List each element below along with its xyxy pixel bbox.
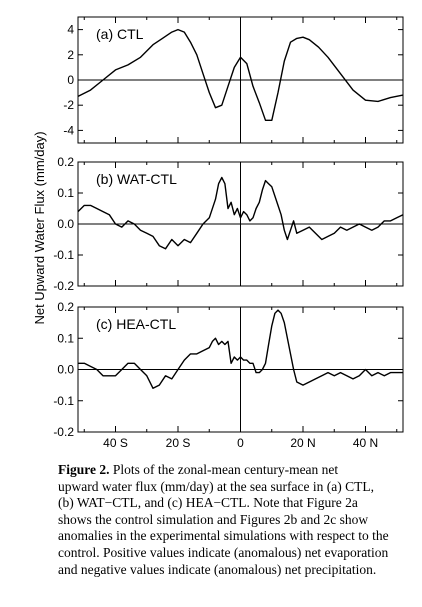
caption-line-3: (b) WAT−CTL, and (c) HEA−CTL. Note that …	[58, 495, 358, 511]
caption-line-1: Plots of the zonal-mean century-mean net	[112, 462, 339, 477]
caption-line-6: control. Positive values indicate (anoma…	[58, 544, 389, 560]
panel-a-ctl: -4 -2 0 2 4 (a) CTL	[63, 16, 404, 144]
y-tick-label: -0.2	[53, 425, 74, 439]
x-tick-label: 40 S	[103, 436, 128, 450]
y-axis-label: Net Upward Water Flux (mm/day)	[32, 131, 47, 324]
y-tick-label: -2	[63, 98, 74, 112]
x-axis-tick-labels: 40 S 20 S 0 20 N 40 N	[103, 436, 378, 450]
flux-series-line	[77, 28, 404, 122]
y-tick-label: 0	[67, 73, 74, 87]
y-tick-label: -0.1	[53, 394, 74, 408]
x-tick-label: 0	[237, 436, 244, 450]
y-tick-label: 0.2	[57, 155, 74, 169]
x-tick-label: 20 S	[166, 436, 191, 450]
y-tick-label: 0.0	[57, 363, 74, 377]
y-tick-label: -0.2	[53, 279, 74, 293]
panel-label: (c) HEA-CTL	[96, 316, 176, 332]
flux-series-line	[78, 309, 403, 389]
panel-b-wat-ctl: -0.2 -0.1 0.0 0.1 0.2 (b) WAT-CTL	[53, 155, 404, 293]
figure-chart: Net Upward Water Flux (mm/day) -4 -2 0 2 4 (a…	[32, 16, 404, 450]
y-tick-label: 4	[67, 23, 74, 37]
panel-c-hea-ctl: -0.2 -0.1 0.0 0.1 0.2 (c) HEA-CTL	[53, 300, 404, 439]
caption-line-7: and negative values indicate (anomalous)…	[58, 561, 377, 577]
y-tick-label: 0.2	[57, 300, 74, 314]
y-tick-label: 0.1	[57, 186, 74, 200]
caption-line-4: shows the control simulation and Figures…	[58, 511, 369, 527]
y-tick-label: 2	[67, 48, 74, 62]
caption-line-2: upward water flux (mm/day) at the sea su…	[58, 478, 374, 494]
x-tick-label: 20 N	[290, 436, 315, 450]
figure-caption: Figure 2. Plots of the zonal-mean centur…	[58, 462, 410, 578]
panel-label: (a) CTL	[96, 26, 144, 42]
y-tick-label: -0.1	[53, 248, 74, 262]
caption-line-5: anomalies in the experimental simulation…	[58, 528, 389, 544]
y-tick-label: -4	[63, 123, 74, 137]
y-tick-label: 0.1	[57, 331, 74, 345]
y-tick-label: 0.0	[57, 217, 74, 231]
caption-label: Figure 2.	[58, 462, 110, 477]
x-tick-label: 40 N	[353, 436, 378, 450]
flux-series-line	[77, 176, 404, 250]
panel-label: (b) WAT-CTL	[96, 171, 177, 187]
